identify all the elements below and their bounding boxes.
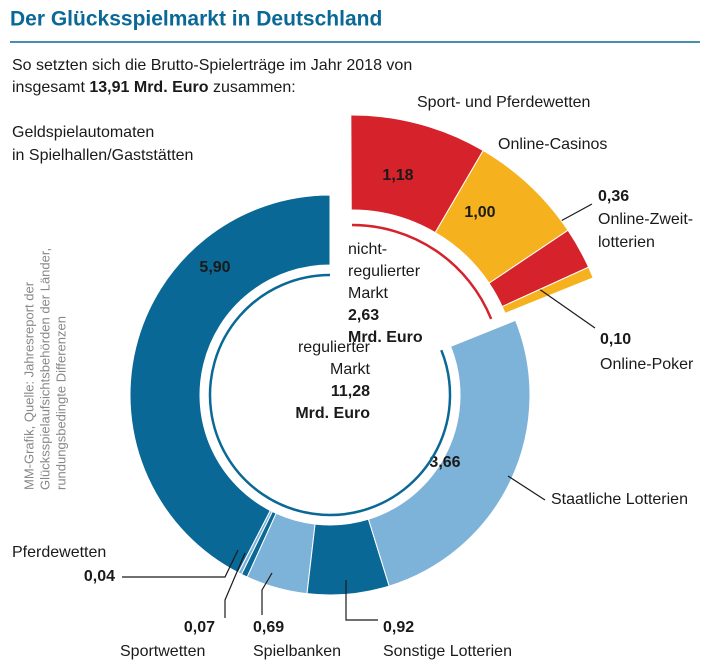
category-label: Sportwetten: [120, 643, 205, 660]
group-name: nicht-: [348, 241, 387, 258]
source-line: rundungsbedingte Differenzen: [53, 316, 68, 490]
total-label: 13,91 Mrd. Euro: [89, 79, 208, 96]
category-label: Online-Zweit-: [598, 211, 693, 228]
group-unit: Mrd. Euro: [295, 405, 370, 422]
slice: [350, 114, 484, 234]
category-label: Geldspielautomaten: [12, 124, 154, 141]
value-label: 0,92: [383, 619, 414, 636]
leader-line: [224, 552, 246, 618]
leader-line: [261, 572, 273, 615]
group-value: 11,28: [331, 383, 370, 400]
leader-line: [507, 475, 546, 501]
value-label: 3,66: [429, 454, 460, 471]
group-name: Markt: [330, 361, 371, 378]
category-label: in Spielhallen/Gaststätten: [12, 147, 193, 164]
subtitle-part: insgesamt: [12, 79, 85, 96]
category-label: Staatliche Lotterien: [551, 491, 688, 508]
chart-title: Der Glücksspielmarkt in Deutschland: [10, 8, 382, 31]
slice: [367, 319, 531, 587]
value-label: 5,90: [199, 259, 230, 276]
category-label: lotterien: [598, 234, 655, 251]
category-label: Online-Poker: [600, 356, 694, 373]
value-label: 0,69: [253, 619, 284, 636]
subtitle: insgesamt 13,91 Mrd. Euro zusammen:: [12, 79, 296, 96]
group-name: Markt: [348, 285, 389, 302]
slice: [129, 194, 331, 574]
source-line: MM-Grafik, Quelle: Jahresreport der: [21, 281, 36, 490]
leader-line: [122, 549, 239, 578]
group-name: regulierter: [298, 339, 371, 356]
group-arc: [351, 223, 493, 320]
subtitle: So setzten sich die Brutto-Spielerträge …: [12, 57, 412, 74]
group-value: 2,63: [348, 307, 379, 324]
value-label: 0,36: [598, 188, 629, 205]
value-label: 1,00: [464, 204, 495, 221]
category-label: Online-Casinos: [498, 136, 607, 153]
group-name: regulierter: [348, 263, 421, 280]
leader-line: [345, 580, 378, 621]
group-unit: Mrd. Euro: [348, 329, 423, 346]
category-label: Sport- und Pferdewetten: [417, 94, 590, 111]
category-label: Sonstige Lotterien: [383, 643, 512, 660]
value-label: 0,07: [184, 619, 215, 636]
value-label: 0,04: [84, 568, 115, 585]
group-arc: [208, 273, 452, 517]
source-note: MM-Grafik, Quelle: Jahresreport der Glüc…: [21, 248, 68, 490]
source-line: Glücksspielaufsichtsbehörden der Länder,: [37, 248, 52, 490]
category-label: Spielbanken: [253, 643, 341, 660]
category-label: Pferdewetten: [12, 544, 106, 561]
subtitle-part: zusammen:: [213, 79, 296, 96]
value-label: 1,18: [382, 167, 413, 184]
value-label: 0,10: [600, 331, 631, 348]
